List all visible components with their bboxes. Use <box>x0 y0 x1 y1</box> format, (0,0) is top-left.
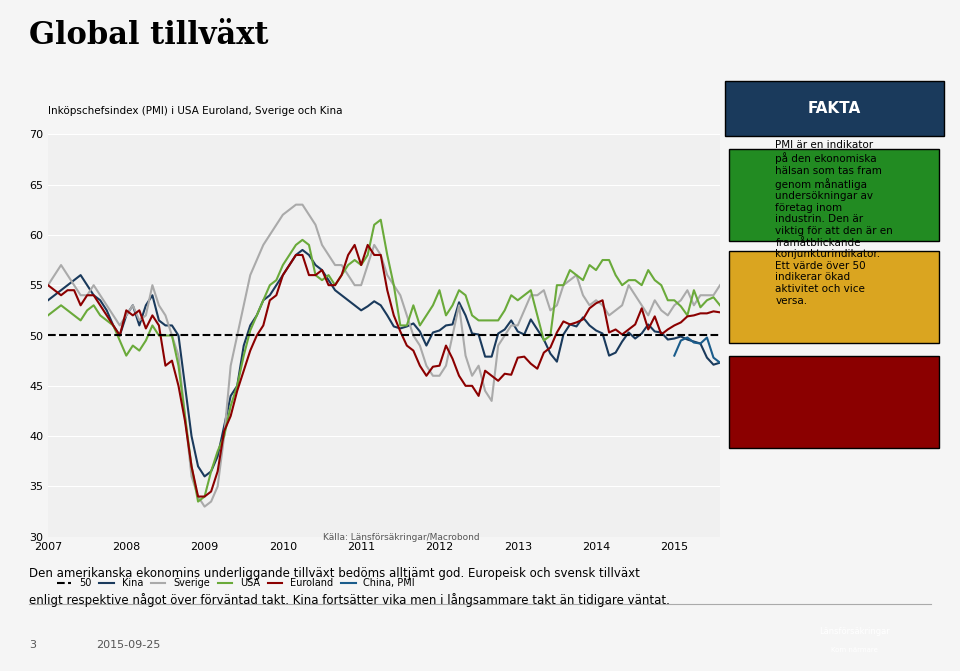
Line: Sverige: Sverige <box>48 205 720 507</box>
Text: 2015-09-25: 2015-09-25 <box>96 639 160 650</box>
Text: Källa: Länsförsäkringar/Macrobond: Källa: Länsförsäkringar/Macrobond <box>324 533 480 542</box>
Sverige <box>199 503 210 511</box>
Sverige <box>388 281 399 289</box>
Euroland <box>42 281 54 289</box>
Kina <box>61 281 73 289</box>
Euroland <box>388 311 399 319</box>
China, PMI <box>708 354 719 362</box>
Sverige <box>218 432 229 440</box>
FancyBboxPatch shape <box>730 150 939 242</box>
USA <box>388 281 399 289</box>
USA <box>42 311 54 319</box>
Line: China, PMI: China, PMI <box>674 338 720 362</box>
Kina <box>42 296 54 304</box>
Text: Kom närmare: Kom närmare <box>831 648 877 653</box>
USA <box>714 301 726 309</box>
Line: Euroland: Euroland <box>48 245 720 497</box>
China, PMI <box>701 333 712 342</box>
Euroland <box>714 309 726 317</box>
FancyBboxPatch shape <box>725 81 944 136</box>
Text: Inköpschefsindex (PMI) i USA Euroland, Sverige och Kina: Inköpschefsindex (PMI) i USA Euroland, S… <box>48 106 343 116</box>
China, PMI <box>688 338 700 346</box>
Euroland <box>245 346 256 354</box>
USA <box>245 326 256 334</box>
Euroland <box>61 286 73 294</box>
Sverige <box>290 201 301 209</box>
Euroland <box>192 493 204 501</box>
China, PMI <box>668 352 680 360</box>
China, PMI <box>682 333 693 342</box>
USA <box>701 296 712 304</box>
Kina <box>218 422 229 430</box>
Text: Länsförsäkringar: Länsförsäkringar <box>819 627 890 636</box>
Kina <box>388 322 399 330</box>
China, PMI <box>675 336 686 344</box>
FancyBboxPatch shape <box>730 250 939 342</box>
Kina <box>701 354 712 362</box>
Sverige <box>42 281 54 289</box>
Text: FAKTA: FAKTA <box>807 101 861 115</box>
China, PMI <box>695 340 707 348</box>
Euroland <box>348 241 360 249</box>
Euroland <box>218 427 229 435</box>
Kina <box>199 472 210 480</box>
Legend: 50, Kina, Sverige, USA, Euroland, China, PMI: 50, Kina, Sverige, USA, Euroland, China,… <box>53 574 419 592</box>
FancyBboxPatch shape <box>730 356 939 448</box>
Text: Den amerikanska ekonomins underliggande tillväxt bedöms alltjämt god. Europeisk : Den amerikanska ekonomins underliggande … <box>29 567 639 580</box>
Line: USA: USA <box>48 219 720 501</box>
USA <box>668 296 680 304</box>
Line: Kina: Kina <box>48 250 720 476</box>
China, PMI <box>714 358 726 366</box>
Kina <box>714 358 726 366</box>
Euroland <box>668 321 680 329</box>
Text: Global tillväxt: Global tillväxt <box>29 20 268 51</box>
Euroland <box>701 309 712 317</box>
Sverige <box>245 271 256 279</box>
Text: PMI är en indikator
på den ekonomiska
hälsan som tas fram
genom månatliga
unders: PMI är en indikator på den ekonomiska hä… <box>776 140 893 306</box>
Kina <box>297 246 308 254</box>
Kina <box>668 334 680 342</box>
USA <box>375 215 387 223</box>
Sverige <box>668 301 680 309</box>
Sverige <box>61 271 73 279</box>
USA <box>61 306 73 314</box>
USA <box>192 497 204 506</box>
USA <box>218 432 229 440</box>
Sverige <box>714 281 726 289</box>
Sverige <box>701 291 712 299</box>
Kina <box>245 321 256 329</box>
Text: 3: 3 <box>29 639 36 650</box>
Text: enligt respektive något över förväntad takt. Kina fortsätter vika men i långsamm: enligt respektive något över förväntad t… <box>29 593 670 607</box>
